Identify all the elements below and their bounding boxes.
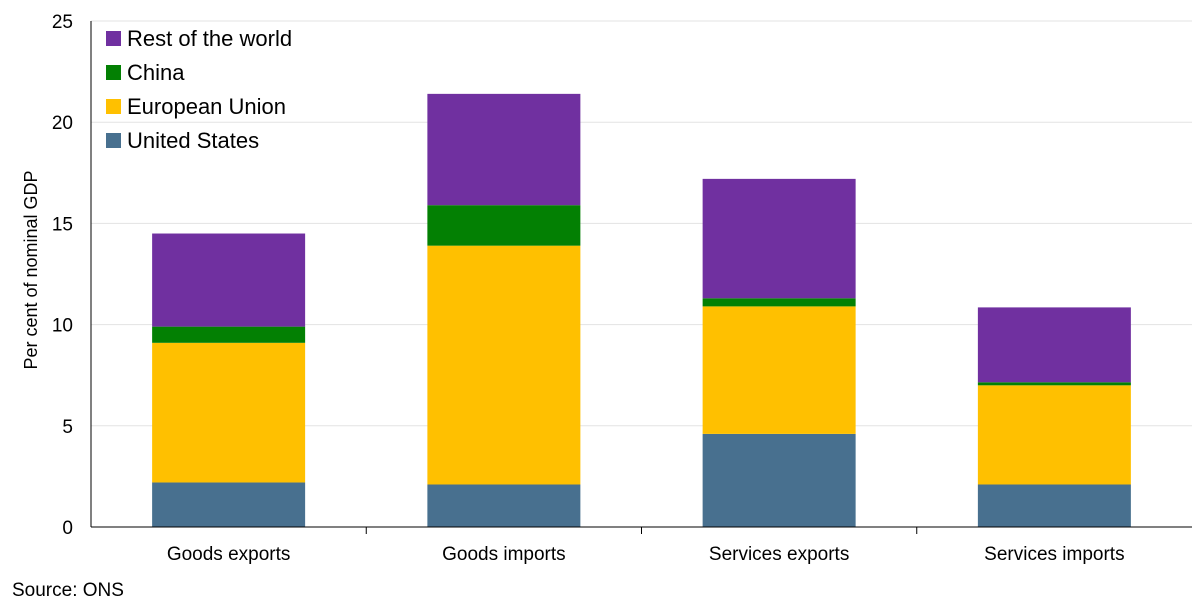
x-category-label: Goods imports [442,544,566,565]
bar-segment [702,178,856,299]
legend: Rest of the world China European Union Unit… [106,26,292,153]
x-category-label: Goods exports [167,544,291,565]
source-note: Source: ONS [12,580,124,601]
legend-label: European Union [127,94,286,119]
bar-segment [977,484,1131,527]
y-tick-label: 5 [62,417,73,438]
y-axis-title: Per cent of nominal GDP [21,170,41,369]
y-tick-label: 10 [52,316,73,337]
bars [152,93,1131,527]
bar-segment [152,342,306,483]
bar-segment [977,382,1131,386]
legend-label: Rest of the world [127,26,292,51]
bar-segment [152,482,306,527]
x-category-label: Services imports [984,544,1124,565]
y-tick-label: 20 [52,113,73,134]
x-category-label: Services exports [709,544,849,565]
legend-swatch [106,31,121,46]
legend-label: China [127,60,185,85]
legend-swatch [106,65,121,80]
bar-segment [702,306,856,434]
y-axis: 0 5 10 15 20 25 [52,12,92,539]
y-tick-label: 15 [52,214,73,235]
bar-segment [427,93,581,206]
y-tick-label: 0 [62,518,73,539]
bar-segment [152,233,306,327]
bar-segment [427,245,581,485]
bar-segment [427,205,581,246]
bar-segment [427,484,581,527]
x-axis: Goods exports Goods imports Services expor… [91,526,1192,565]
bar-segment [977,385,1131,485]
y-tick-label: 25 [52,12,73,33]
legend-swatch [106,99,121,114]
bar-segment [702,298,856,307]
bar-segment [977,307,1131,383]
legend-label: United States [127,128,259,153]
bar-segment [152,326,306,343]
bar-segment [702,433,856,527]
legend-swatch [106,133,121,148]
